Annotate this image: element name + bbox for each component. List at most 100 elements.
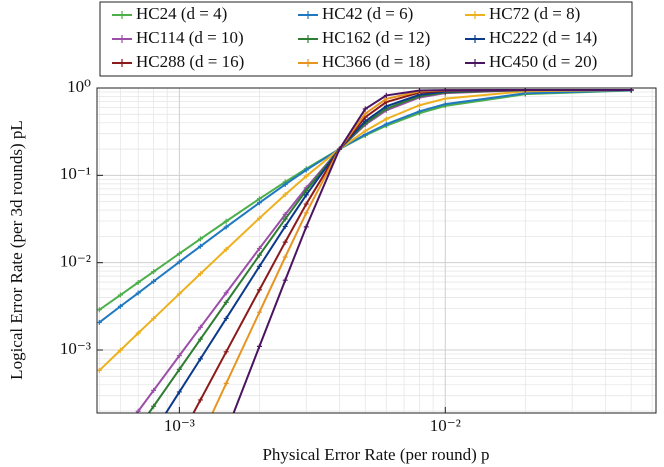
point-marker [97, 319, 102, 325]
legend-label: HC366 (d = 18) [322, 52, 430, 71]
point-marker [303, 210, 309, 216]
point-marker [136, 426, 141, 431]
point-marker [256, 200, 262, 206]
point-marker [442, 101, 448, 107]
legend-label: HC72 (d = 8) [489, 4, 580, 23]
point-marker [224, 430, 229, 435]
point-marker [303, 192, 309, 198]
point-marker [282, 223, 288, 229]
point-marker [97, 307, 102, 313]
point-marker [282, 192, 288, 198]
point-marker [303, 201, 309, 207]
legend-box [99, 1, 633, 77]
point-marker [256, 309, 262, 315]
legend: HC24 (d = 4) HC42 (d = 6) HC72 (d = 8) HC11… [99, 1, 633, 77]
point-marker [97, 367, 102, 373]
point-marker [303, 167, 309, 173]
point-marker [223, 315, 229, 321]
point-marker [383, 92, 389, 98]
lines [97, 88, 634, 442]
point-marker [223, 246, 229, 252]
point-marker [135, 290, 141, 296]
point-marker [336, 146, 342, 152]
point-marker [256, 252, 262, 258]
x-axis-label: Physical Error Rate (per round) p [262, 445, 489, 464]
point-marker [151, 278, 157, 284]
legend-label: HC114 (d = 10) [136, 28, 244, 47]
point-marker [151, 269, 157, 275]
point-marker [117, 292, 123, 298]
point-marker [417, 88, 423, 94]
point-marker [176, 259, 182, 265]
y-axis-label: Logical Error Rate (per 3d rounds) pL [7, 120, 26, 380]
point-marker [176, 366, 182, 372]
point-marker [223, 218, 229, 224]
point-marker [197, 356, 203, 362]
point-marker [282, 216, 288, 222]
point-marker [362, 106, 368, 112]
point-marker [303, 173, 309, 179]
y-tick-label: 10⁻³ [60, 339, 91, 358]
x-tick-label: 10⁻² [430, 416, 461, 435]
point-marker [282, 239, 288, 245]
point-marker [282, 181, 288, 187]
point-marker [177, 437, 182, 442]
point-marker [223, 380, 229, 386]
point-marker [197, 336, 203, 342]
point-marker [303, 224, 309, 230]
point-marker [417, 102, 423, 108]
point-marker [151, 387, 157, 393]
point-marker [151, 403, 157, 409]
point-marker [256, 215, 262, 221]
point-marker [256, 287, 262, 293]
point-marker [282, 212, 288, 218]
point-marker [282, 277, 288, 283]
legend-label: HC42 (d = 6) [322, 4, 413, 23]
series-line [164, 88, 632, 413]
legend-label: HC450 (d = 20) [489, 52, 597, 71]
point-marker [197, 397, 203, 403]
point-marker [151, 315, 157, 321]
point-marker [176, 353, 182, 359]
point-marker [118, 433, 123, 438]
point-marker [417, 108, 423, 114]
point-marker [135, 279, 141, 285]
point-marker [176, 291, 182, 297]
y-tick-label: 10⁻² [60, 252, 91, 271]
point-marker [256, 245, 262, 251]
point-marker [151, 430, 156, 435]
y-tick-label: 10⁻¹ [60, 164, 91, 183]
point-marker [442, 96, 448, 102]
x-tick-label: 10⁻³ [164, 416, 195, 435]
plot-frame [96, 87, 657, 414]
legend-label: HC288 (d = 16) [136, 52, 244, 71]
point-marker [197, 271, 203, 277]
point-marker [223, 224, 229, 230]
point-marker [135, 330, 141, 336]
point-marker [117, 303, 123, 309]
point-marker [197, 324, 203, 330]
point-marker [362, 111, 368, 117]
point-marker [197, 243, 203, 249]
point-marker [223, 299, 229, 305]
point-marker [256, 343, 262, 349]
ticks: 10⁻³ 10⁻² 10⁻³ 10⁻² 10⁻¹ 10⁰ [60, 77, 461, 435]
point-marker [303, 187, 309, 193]
legend-label: HC162 (d = 12) [322, 28, 430, 47]
point-marker [117, 347, 123, 353]
point-marker [198, 436, 203, 441]
point-marker [223, 290, 229, 296]
point-marker [383, 103, 389, 109]
point-marker [197, 236, 203, 242]
legend-label: HC24 (d = 4) [136, 4, 227, 23]
point-marker [362, 128, 368, 134]
point-marker [176, 251, 182, 257]
point-marker [282, 254, 288, 260]
point-marker [383, 116, 389, 122]
point-marker [176, 389, 182, 395]
legend-label: HC222 (d = 14) [489, 28, 597, 47]
y-tick-label: 10⁰ [67, 77, 91, 96]
point-marker [383, 121, 389, 127]
point-marker [256, 263, 262, 269]
